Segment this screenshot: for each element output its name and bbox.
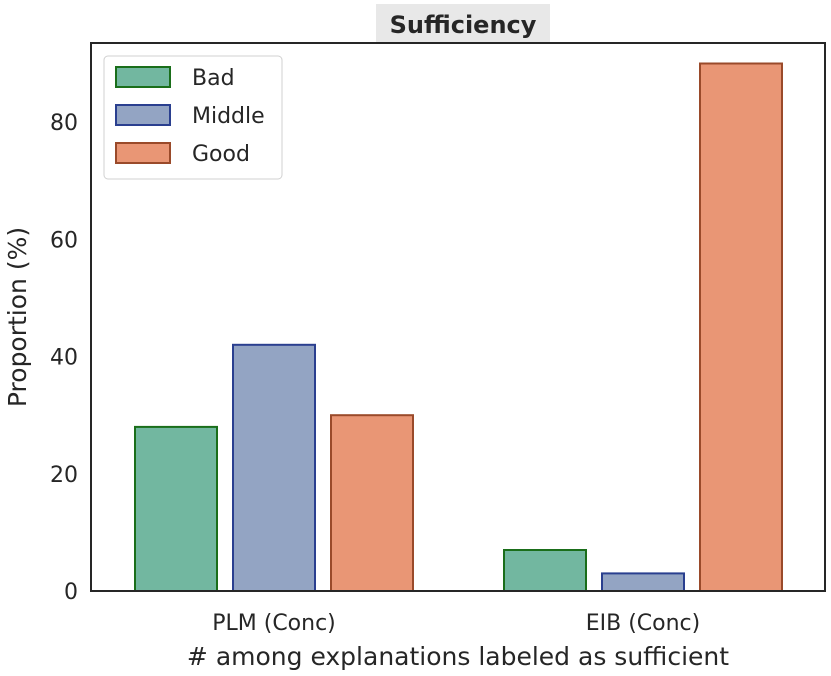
legend: Bad Middle Good (103, 55, 283, 180)
bar-bad-2 (503, 549, 587, 592)
legend-label-middle: Middle (192, 104, 265, 129)
y-tick-label-20: 20 (50, 463, 78, 488)
x-tick-label-1: PLM (Conc) (212, 611, 336, 636)
y-tick-label-60: 60 (50, 228, 78, 253)
bars-group (134, 62, 783, 593)
bar-middle-1 (232, 343, 316, 592)
y-tick-label-0: 0 (64, 580, 78, 605)
y-axis-label: Proportion (%) (3, 227, 32, 407)
bar-middle-2 (601, 572, 685, 593)
legend-label-bad: Bad (192, 66, 235, 91)
bar-good-1 (330, 414, 414, 593)
x-tick-label-2: EIB (Conc) (586, 611, 701, 636)
bar-good-2 (699, 62, 783, 592)
y-tick-label-40: 40 (50, 346, 78, 371)
y-tick-label-80: 80 (50, 111, 78, 136)
chart-title: Sufficiency (390, 11, 537, 39)
legend-swatch-good (115, 142, 171, 164)
legend-swatch-bad (115, 66, 171, 88)
legend-label-good: Good (192, 142, 250, 167)
y-tick-labels: 0 20 40 60 80 (50, 111, 78, 605)
legend-swatch-middle (115, 104, 171, 126)
x-tick-labels: PLM (Conc) EIB (Conc) (212, 611, 700, 636)
bar-bad-1 (134, 425, 218, 592)
x-axis-label: # among explanations labeled as sufficie… (187, 642, 729, 671)
legend-items: Bad Middle Good (115, 66, 265, 167)
plot-frame (90, 42, 826, 592)
title-background (376, 4, 550, 42)
